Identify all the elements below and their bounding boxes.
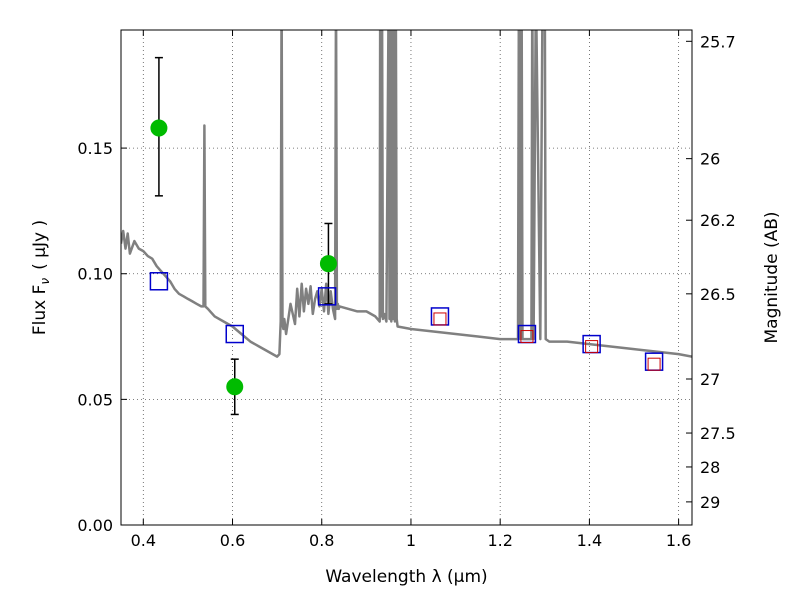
y-tick-label: 0.00 (77, 516, 113, 535)
y2-tick-label: 26.2 (700, 211, 736, 230)
y2-tick-label: 26.5 (700, 285, 736, 304)
plot-frame (120, 29, 693, 526)
observed-flux-point (226, 378, 244, 396)
y-tick-label: 0.15 (77, 139, 113, 158)
y2-tick-label: 27.5 (700, 424, 736, 443)
x-tick-label: 0.4 (131, 531, 156, 550)
y-axis-label-text: Flux F (30, 285, 50, 336)
model-band-flux-square (149, 272, 169, 291)
x-tick-label: 1 (406, 531, 416, 550)
y-axis-label: Flux Fν ( μJy ) (30, 220, 52, 335)
y2-tick-label: 27 (700, 370, 720, 389)
y2-tick-label: 28 (700, 458, 720, 477)
x-axis-label: Wavelength λ (μm) (325, 567, 487, 587)
model-band-flux-inner-square (433, 312, 447, 326)
observed-flux-point (150, 119, 168, 137)
y2-axis-label: Magnitude (AB) (762, 211, 782, 343)
plot-area (121, 30, 692, 416)
model-band-flux-inner-square (585, 340, 599, 354)
y2-tick-label: 26 (700, 150, 720, 169)
y-tick-label: 0.10 (77, 265, 113, 284)
x-tick-label: 1.2 (487, 531, 512, 550)
axis-ticks: 0.4 0.6 0.8 1 1.2 1.4 1.6 0.00 0.05 0.10 0.15 25.7 2… (77, 30, 736, 550)
model-spectrum-line (121, 30, 692, 358)
y-tick-label: 0.05 (77, 390, 113, 409)
observed-flux-point (319, 255, 337, 273)
x-tick-label: 1.4 (577, 531, 602, 550)
y-axis-label-subscript: ν (38, 278, 52, 285)
model-band-flux-square (317, 287, 337, 306)
model-band-flux-inner-square (520, 330, 534, 344)
model-band-flux-square (225, 324, 245, 344)
y-axis-label-unit: ( μJy ) (30, 220, 50, 270)
y2-tick-label: 25.7 (700, 32, 736, 51)
model-band-flux-inner-square (647, 357, 661, 371)
y2-tick-label: 29 (700, 493, 720, 512)
x-tick-label: 0.8 (309, 531, 334, 550)
x-tick-label: 1.6 (666, 531, 691, 550)
grid-lines (121, 30, 692, 525)
x-tick-label: 0.6 (220, 531, 245, 550)
